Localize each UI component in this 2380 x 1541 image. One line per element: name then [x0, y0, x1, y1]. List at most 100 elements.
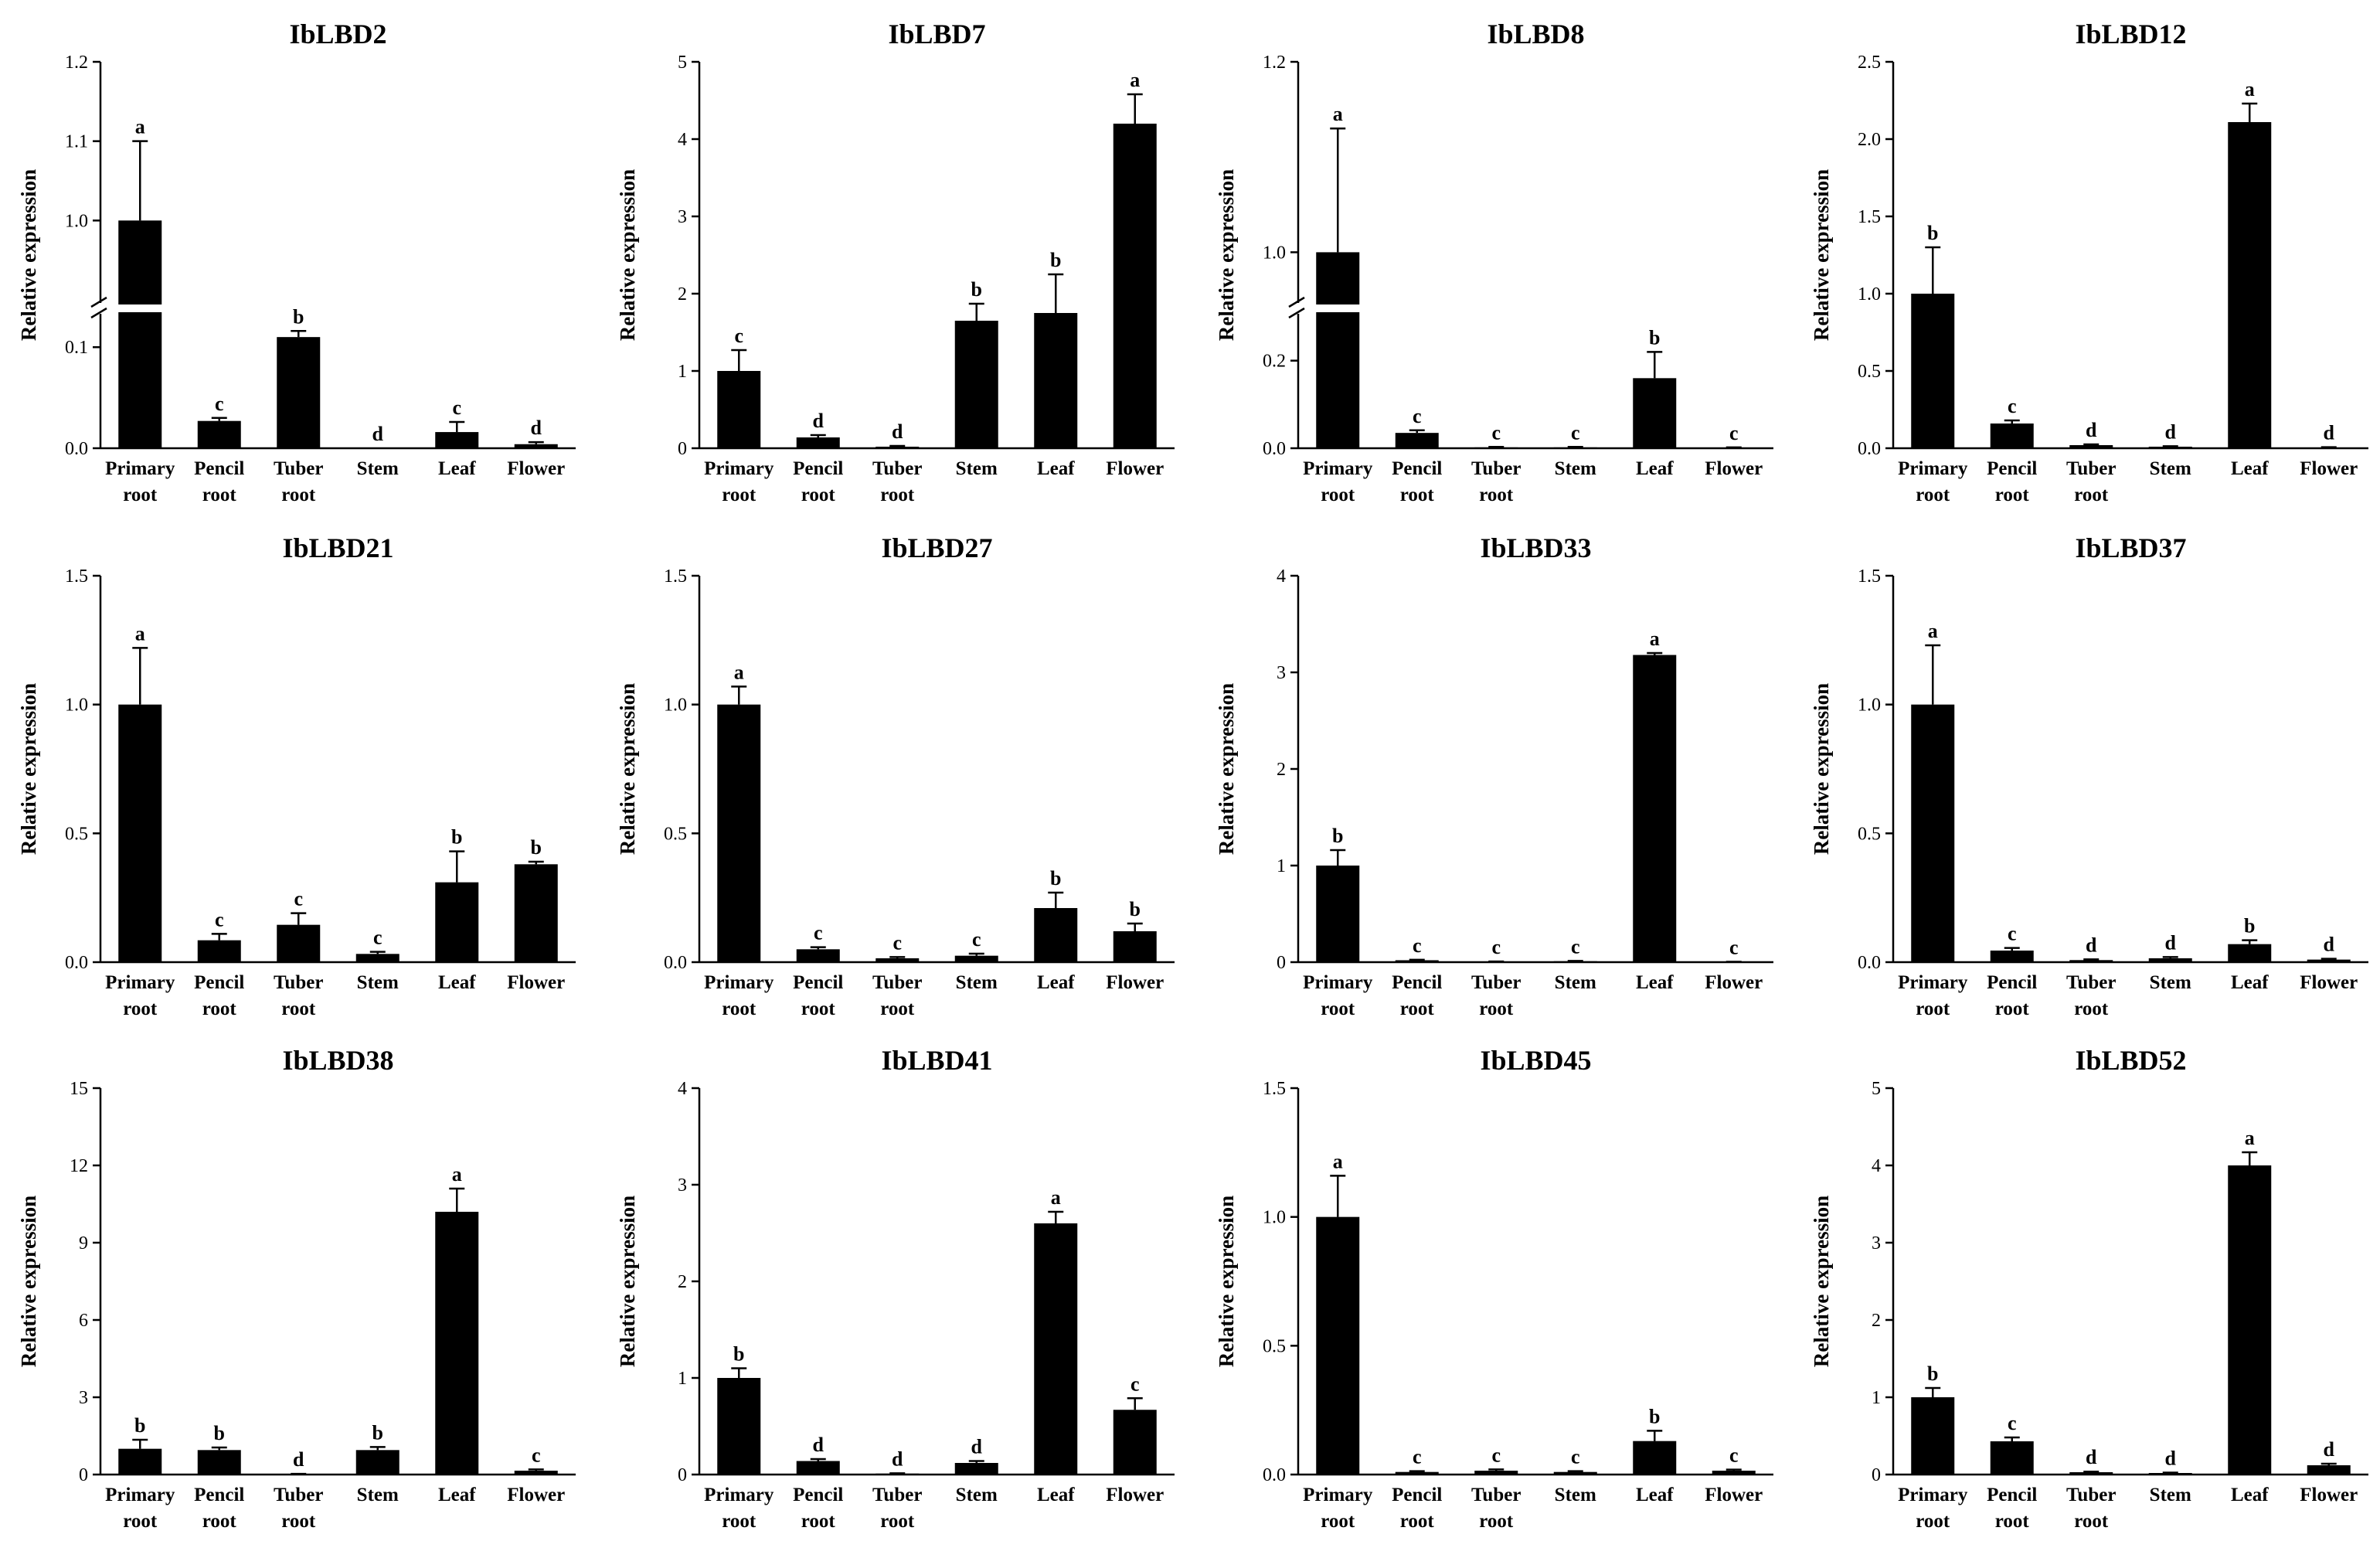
bar	[1633, 1441, 1677, 1475]
x-tick-label-line2: root	[2074, 1511, 2109, 1532]
bar	[2069, 1472, 2113, 1475]
y-tick-label: 0.0	[1263, 1465, 1286, 1485]
x-tick-label: Primary	[704, 1485, 774, 1505]
bar	[2148, 1473, 2192, 1475]
x-tick-label: Leaf	[2231, 1485, 2269, 1505]
x-tick-label-line2: root	[722, 998, 756, 1019]
significance-letter: b	[451, 826, 462, 849]
bar	[796, 1461, 840, 1475]
significance-letter: b	[214, 1422, 225, 1444]
x-tick-label: Primary	[1303, 1485, 1373, 1505]
chart-panel-iblbd38: IbLBD38 Relative expression 0 3 6 9 12 15 b Prima…	[17, 1045, 576, 1532]
chart-panel-iblbd33: IbLBD33 Relative expression 0 1 2 3 4 b Primary r…	[1215, 532, 1773, 1019]
chart-panel-iblbd12: IbLBD12 Relative expression 0.0 0.5 1.0 1.5 2.…	[1810, 19, 2368, 505]
significance-letter: a	[452, 1163, 462, 1186]
bar	[954, 955, 998, 962]
significance-letter: a	[1928, 620, 1938, 642]
x-tick-label-line2: root	[880, 998, 915, 1019]
x-tick-label: Stem	[1555, 972, 1596, 993]
x-tick-label: Stem	[956, 1485, 998, 1505]
bar-break-stripe	[1314, 304, 1362, 312]
axis-break-mark	[90, 307, 107, 319]
y-tick-label: 0.0	[664, 953, 687, 973]
x-tick-label: Flower	[1106, 1485, 1164, 1505]
bar	[355, 954, 400, 962]
bar	[1395, 960, 1439, 962]
significance-letter: b	[971, 278, 982, 301]
x-tick-label-line2: root	[722, 485, 756, 505]
x-tick-label: Tuber	[872, 458, 922, 479]
x-tick-label: Primary	[704, 458, 774, 479]
y-tick-label: 4	[678, 130, 687, 150]
x-tick-label-line2: root	[123, 998, 158, 1019]
y-tick-label: 4	[678, 1079, 687, 1099]
bar	[1474, 1471, 1518, 1475]
bar	[1034, 313, 1078, 448]
y-tick-label: 1.0	[664, 696, 687, 716]
y-tick-label: 2	[1872, 1311, 1881, 1331]
bar	[717, 1378, 761, 1475]
bar	[355, 1450, 400, 1475]
significance-letter: d	[2165, 420, 2177, 443]
y-tick-label: 1	[1872, 1388, 1881, 1408]
x-tick-label-line2: root	[880, 1511, 915, 1532]
bar	[1113, 1410, 1157, 1475]
x-tick-label-line2: root	[123, 1511, 158, 1532]
x-tick-label-line2: root	[2074, 485, 2109, 505]
y-tick-label: 1.5	[1858, 207, 1881, 227]
y-tick-label: 0.5	[664, 824, 687, 844]
bar	[2069, 445, 2113, 448]
x-tick-label-line2: root	[1321, 1511, 1355, 1532]
significance-letter: b	[1050, 249, 1061, 271]
x-tick-label: Leaf	[438, 1485, 476, 1505]
significance-letter: d	[2165, 931, 2177, 954]
bar	[2228, 944, 2272, 962]
significance-letter: c	[1413, 934, 1422, 957]
significance-letter: c	[1571, 935, 1580, 958]
y-tick-label: 2.0	[1858, 130, 1881, 150]
significance-letter: d	[2086, 1446, 2097, 1468]
x-tick-label: Leaf	[438, 972, 476, 993]
y-tick-label: 0.0	[65, 439, 88, 459]
significance-letter: d	[2086, 934, 2097, 956]
significance-letter: a	[2245, 78, 2255, 100]
y-tick-label: 1.0	[1858, 284, 1881, 304]
significance-letter: c	[1413, 405, 1422, 427]
significance-letter: c	[972, 928, 981, 951]
x-tick-label-line2: root	[1400, 1511, 1435, 1532]
y-tick-label: 1.2	[65, 53, 88, 73]
chart-title: IbLBD12	[2075, 19, 2186, 49]
bar	[197, 420, 241, 448]
bar	[1990, 424, 2034, 448]
significance-letter: c	[1491, 1444, 1501, 1466]
x-tick-label: Tuber	[2066, 458, 2116, 479]
y-tick-label: 1.5	[65, 566, 88, 587]
y-tick-label: 3	[1277, 663, 1286, 683]
y-tick-label: 3	[678, 1175, 687, 1196]
y-tick-label: 0.0	[1263, 439, 1286, 459]
x-tick-label: Stem	[956, 972, 998, 993]
x-tick-label-line2: root	[1400, 485, 1435, 505]
x-tick-label: Primary	[105, 1485, 175, 1505]
x-tick-label: Stem	[357, 972, 399, 993]
y-tick-label: 1	[678, 1369, 687, 1389]
y-tick-label: 3	[678, 207, 687, 227]
x-tick-label: Leaf	[1037, 458, 1075, 479]
y-tick-label: 5	[678, 53, 687, 73]
bar	[435, 432, 479, 448]
chart-title: IbLBD2	[289, 19, 386, 49]
bar	[118, 220, 162, 448]
significance-letter: b	[1050, 867, 1061, 890]
y-axis-label: Relative expression	[616, 683, 639, 855]
x-tick-label: Pencil	[1392, 458, 1442, 479]
x-tick-label: Leaf	[1636, 1485, 1674, 1505]
x-tick-label: Leaf	[1037, 972, 1075, 993]
y-tick-label: 1.0	[1263, 243, 1286, 263]
x-tick-label-line2: root	[1479, 998, 1514, 1019]
y-tick-label: 3	[79, 1388, 88, 1408]
bar	[796, 437, 840, 448]
x-tick-label-line2: root	[880, 485, 915, 505]
bar	[796, 949, 840, 962]
significance-letter: d	[531, 417, 542, 439]
x-tick-label: Stem	[2150, 972, 2191, 993]
